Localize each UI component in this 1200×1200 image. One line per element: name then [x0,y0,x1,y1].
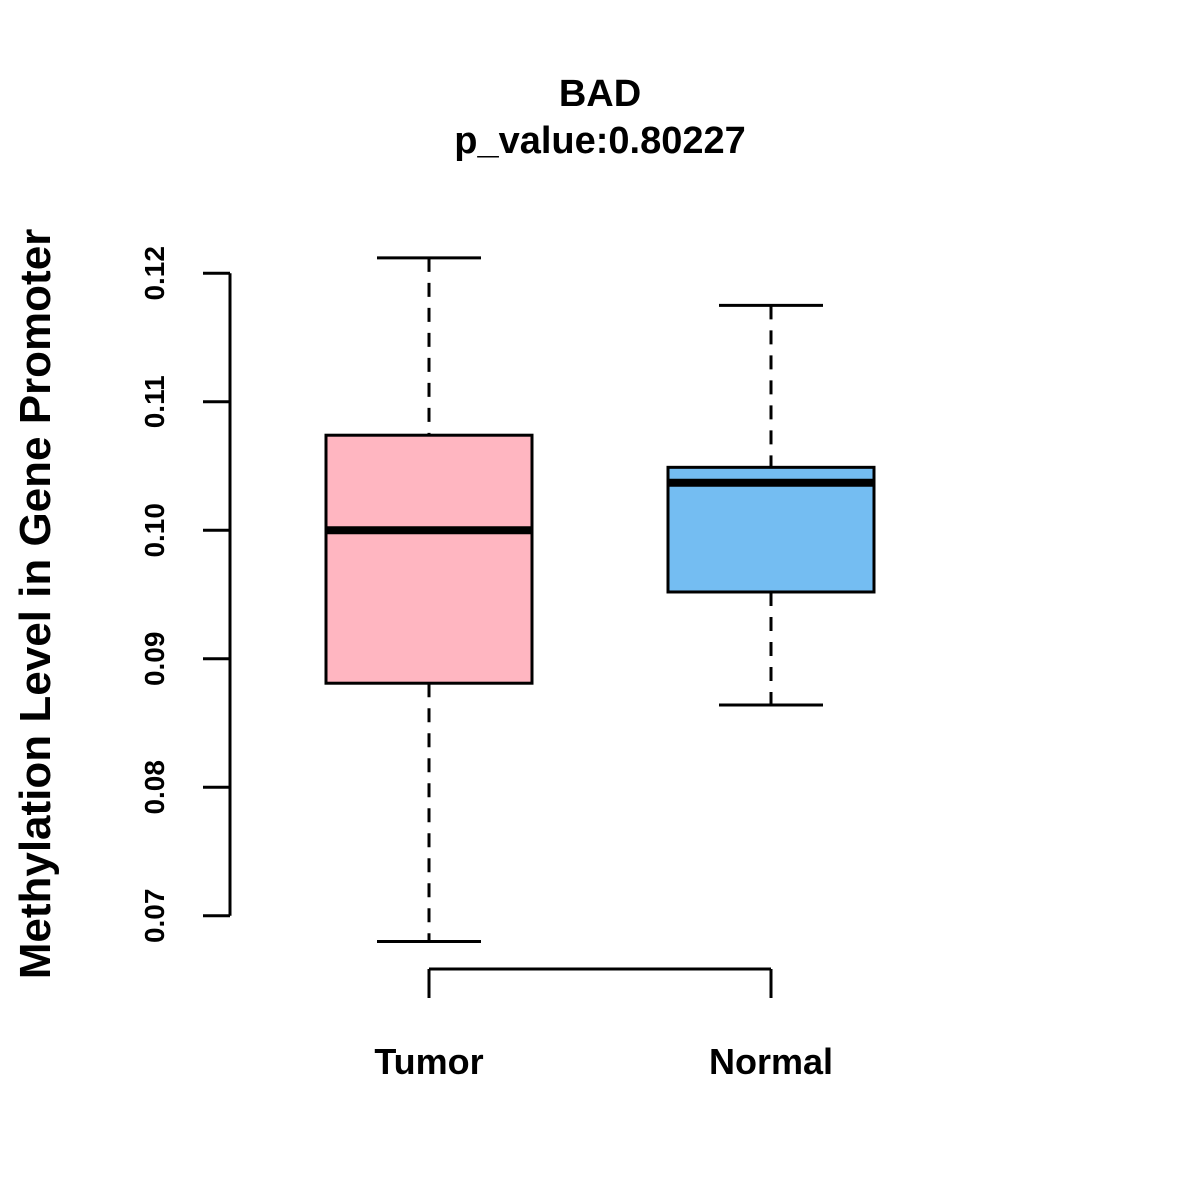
plot-elements: 0.07 0.08 0.09 0.10 0.11 0.12 [139,246,876,998]
y-tick-label: 0.08 [139,760,170,815]
chart-subtitle-pvalue: p_value:0.80227 [454,120,746,162]
x-category-label-tumor: Tumor [374,1041,483,1082]
y-axis-title: Methylation Level in Gene Promoter [11,229,60,980]
box-normal [666,465,876,594]
chart-title: BAD [559,73,641,115]
y-tick-label: 0.07 [139,889,170,944]
box-tumor [324,433,534,685]
y-tick-label: 0.11 [139,375,170,428]
y-tick-label: 0.09 [139,632,170,687]
y-tick-label: 0.10 [139,503,170,558]
x-category-label-normal: Normal [709,1041,833,1082]
y-tick-label: 0.12 [139,246,170,301]
